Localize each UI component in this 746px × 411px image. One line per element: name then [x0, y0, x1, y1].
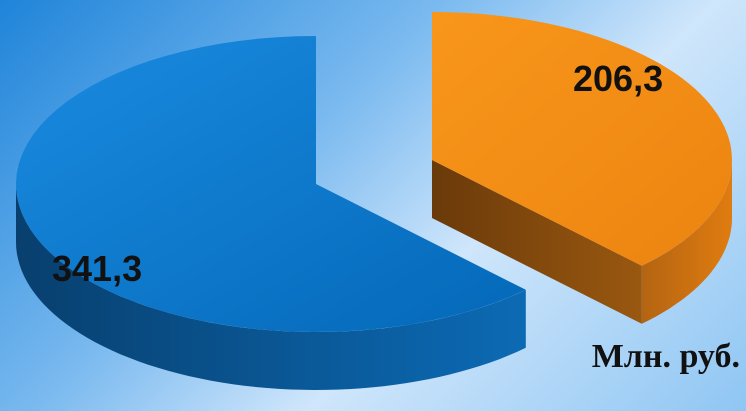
- data-label-slice-2: 206,3: [573, 58, 664, 99]
- slice-2-side: [641, 160, 732, 324]
- unit-label: Млн. руб.: [591, 338, 740, 375]
- slice-1: [16, 36, 526, 332]
- slice-2-cut-face: [432, 160, 642, 324]
- slice-1-side: [16, 184, 526, 390]
- data-label-slice-1: 341,3: [52, 248, 143, 289]
- slice-2: [432, 12, 732, 266]
